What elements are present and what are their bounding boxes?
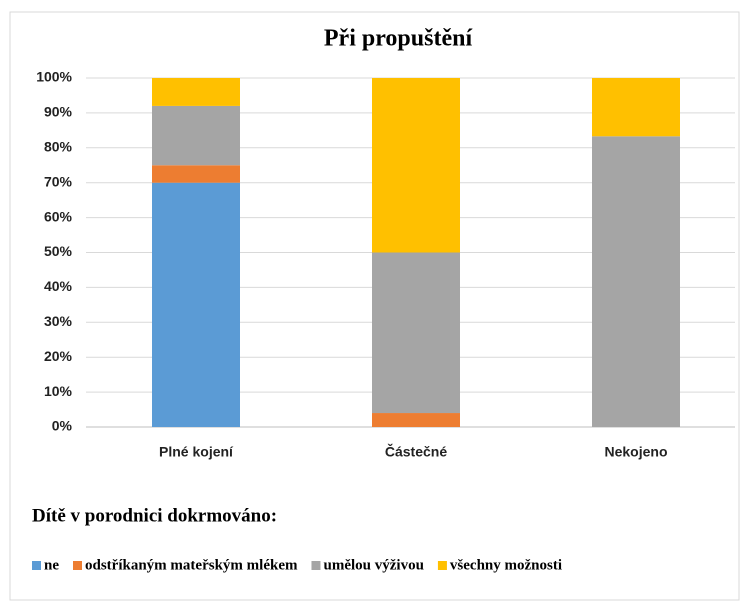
y-tick-label: 40% bbox=[44, 278, 73, 294]
legend-label: všechny možnosti bbox=[450, 557, 562, 573]
legend-swatch bbox=[32, 561, 41, 570]
y-tick-label: 10% bbox=[44, 383, 73, 399]
legend-swatch bbox=[73, 561, 82, 570]
bar-segment bbox=[592, 136, 680, 427]
legend-label: ne bbox=[44, 557, 59, 573]
bar-segment bbox=[372, 78, 460, 253]
bar-segment bbox=[152, 182, 240, 427]
bar-segment bbox=[152, 105, 240, 166]
y-tick-label: 60% bbox=[44, 208, 73, 224]
y-tick-label: 70% bbox=[44, 173, 73, 189]
legend-swatch bbox=[437, 561, 447, 570]
y-tick-label: 20% bbox=[44, 348, 73, 364]
x-tick-label: Nekojeno bbox=[604, 444, 667, 460]
bar-segment bbox=[152, 165, 240, 183]
legend-label: umělou výživou bbox=[323, 557, 423, 573]
y-tick-label: 30% bbox=[44, 313, 73, 329]
y-tick-label: 100% bbox=[36, 69, 72, 85]
legend-title: Dítě v porodnici dokrmováno: bbox=[32, 505, 277, 526]
bar-segment bbox=[152, 78, 240, 106]
bar-segment bbox=[372, 413, 460, 427]
bar-segment bbox=[372, 252, 460, 414]
y-tick-label: 90% bbox=[44, 104, 73, 120]
y-tick-label: 80% bbox=[44, 139, 73, 155]
chart-title: Při propuštění bbox=[324, 26, 473, 52]
y-tick-label: 0% bbox=[52, 418, 73, 434]
x-tick-label: Plné kojení bbox=[159, 444, 234, 460]
bar-segment bbox=[592, 78, 680, 137]
y-tick-label: 50% bbox=[44, 243, 73, 259]
legend-label: odstříkaným mateřským mlékem bbox=[85, 557, 298, 573]
x-tick-label: Částečné bbox=[385, 443, 447, 460]
legend-swatch bbox=[311, 561, 321, 570]
